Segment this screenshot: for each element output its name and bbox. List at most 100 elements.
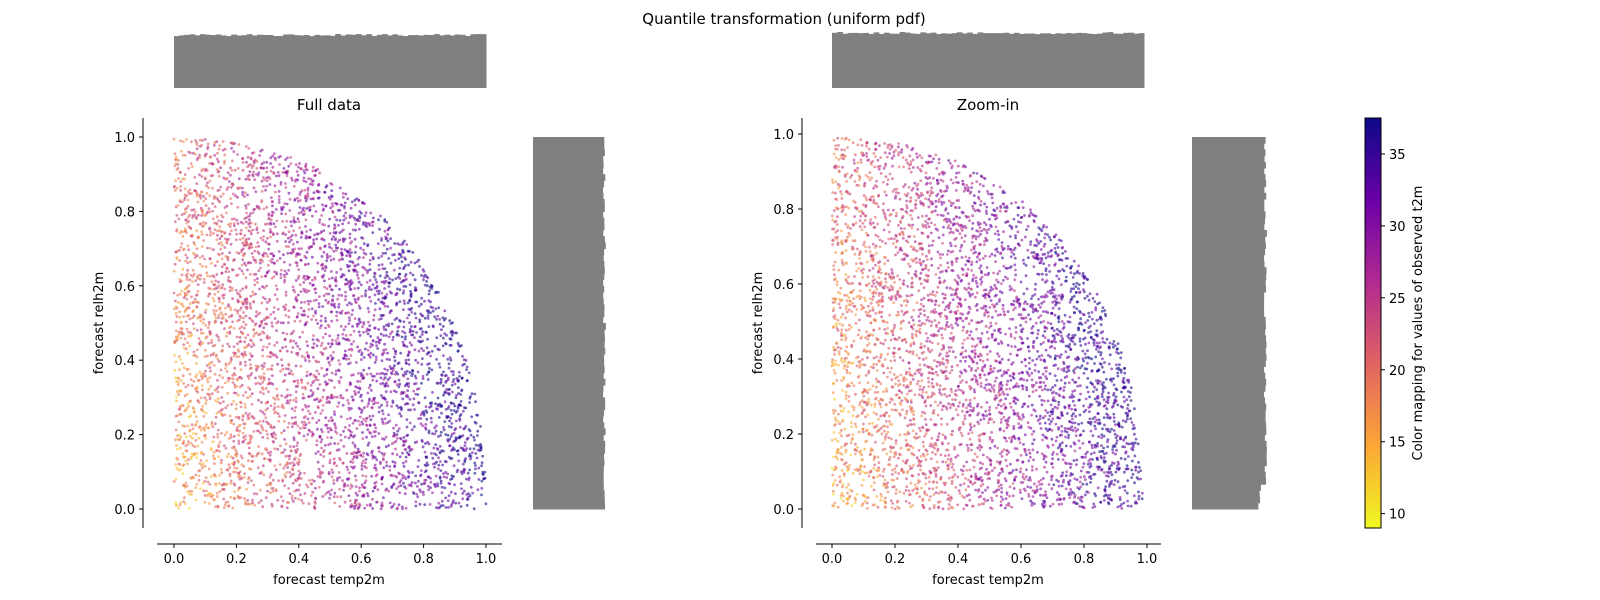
scatter-point bbox=[1077, 422, 1080, 426]
scatter-point bbox=[429, 480, 433, 484]
scatter-point bbox=[261, 296, 265, 299]
scatter-point bbox=[252, 258, 256, 262]
histogram-bar bbox=[1192, 341, 1267, 349]
scatter-point bbox=[377, 256, 380, 260]
scatter-point bbox=[334, 284, 338, 288]
scatter-point bbox=[399, 414, 403, 418]
scatter-point bbox=[314, 210, 318, 213]
scatter-point bbox=[918, 384, 922, 388]
scatter-point bbox=[261, 176, 265, 179]
scatter-point bbox=[324, 266, 328, 269]
scatter-point bbox=[365, 330, 368, 333]
scatter-point bbox=[261, 386, 264, 390]
scatter-point bbox=[342, 357, 345, 360]
scatter-point bbox=[450, 474, 454, 478]
scatter-point bbox=[367, 366, 371, 370]
scatter-point bbox=[390, 442, 394, 445]
scatter-point bbox=[335, 246, 338, 250]
scatter-point bbox=[369, 345, 372, 349]
scatter-point bbox=[296, 196, 299, 200]
scatter-point bbox=[334, 426, 338, 430]
scatter-point bbox=[357, 317, 361, 321]
scatter-point bbox=[423, 450, 427, 454]
scatter-point bbox=[360, 353, 364, 357]
scatter-point bbox=[420, 296, 424, 300]
scatter-point bbox=[1017, 372, 1021, 375]
scatter-point bbox=[483, 470, 487, 474]
histogram-bar bbox=[1192, 335, 1267, 343]
scatter-point bbox=[228, 280, 232, 283]
scatter-point bbox=[428, 367, 431, 370]
scatter-point bbox=[225, 266, 229, 270]
scatter-point bbox=[216, 449, 219, 452]
scatter-point bbox=[395, 436, 399, 440]
top-histogram bbox=[174, 34, 487, 88]
scatter-point bbox=[328, 217, 332, 221]
scatter-point bbox=[322, 388, 326, 392]
scatter-point bbox=[295, 253, 298, 256]
scatter-point bbox=[433, 432, 437, 436]
scatter-point bbox=[178, 280, 182, 283]
scatter-point bbox=[439, 481, 443, 485]
scatter-point bbox=[293, 199, 297, 202]
scatter-point bbox=[448, 437, 452, 441]
scatter-point bbox=[346, 399, 349, 402]
scatter-point bbox=[377, 450, 381, 453]
scatter-point bbox=[195, 420, 199, 423]
scatter-point bbox=[390, 405, 393, 408]
scatter-point bbox=[1088, 417, 1092, 421]
scatter-point bbox=[423, 478, 426, 482]
scatter-point bbox=[402, 299, 406, 303]
scatter-point bbox=[993, 232, 997, 236]
scatter-point bbox=[337, 369, 341, 373]
scatter-point bbox=[218, 474, 222, 477]
scatter-point bbox=[265, 483, 269, 487]
scatter-point bbox=[348, 260, 352, 263]
scatter-point bbox=[377, 410, 381, 414]
histogram-bar bbox=[878, 33, 885, 88]
scatter-point bbox=[269, 221, 272, 225]
scatter-point bbox=[850, 504, 854, 508]
scatter-point bbox=[442, 354, 445, 357]
histogram-bar bbox=[1112, 33, 1119, 88]
scatter-point bbox=[207, 320, 211, 324]
scatter-point bbox=[214, 475, 218, 478]
scatter-point bbox=[209, 230, 213, 234]
scatter-point bbox=[465, 497, 469, 501]
scatter-point bbox=[242, 320, 246, 324]
scatter-point bbox=[346, 468, 350, 471]
scatter-point bbox=[377, 298, 380, 301]
scatter-point bbox=[212, 364, 216, 367]
scatter-point bbox=[443, 486, 447, 490]
scatter-point bbox=[384, 279, 388, 283]
scatter-point bbox=[209, 233, 212, 237]
scatter-point bbox=[338, 457, 341, 460]
scatter-point bbox=[370, 435, 374, 438]
histogram-bar bbox=[267, 35, 274, 88]
scatter-point bbox=[364, 292, 367, 296]
scatter-point bbox=[364, 289, 368, 293]
histogram-bar bbox=[533, 267, 605, 274]
scatter-point bbox=[459, 400, 463, 403]
scatter-point bbox=[353, 198, 357, 202]
scatter-point bbox=[386, 368, 389, 372]
scatter-point bbox=[360, 461, 364, 465]
scatter-point bbox=[310, 478, 314, 482]
scatter-point bbox=[355, 197, 359, 201]
scatter-point bbox=[420, 274, 423, 277]
scatter-point bbox=[223, 153, 227, 157]
scatter-point bbox=[236, 205, 240, 209]
scatter-point bbox=[431, 324, 435, 328]
scatter-point bbox=[296, 381, 300, 385]
scatter-point bbox=[186, 190, 190, 194]
scatter-point bbox=[481, 454, 484, 458]
scatter-point bbox=[212, 351, 216, 355]
scatter-point bbox=[442, 426, 445, 429]
scatter-point bbox=[484, 502, 488, 506]
scatter-point bbox=[259, 149, 262, 153]
scatter-point bbox=[184, 385, 188, 389]
scatter-point bbox=[425, 284, 429, 288]
scatter-point bbox=[201, 225, 204, 228]
scatter-point bbox=[220, 243, 224, 247]
scatter-point bbox=[891, 473, 894, 476]
